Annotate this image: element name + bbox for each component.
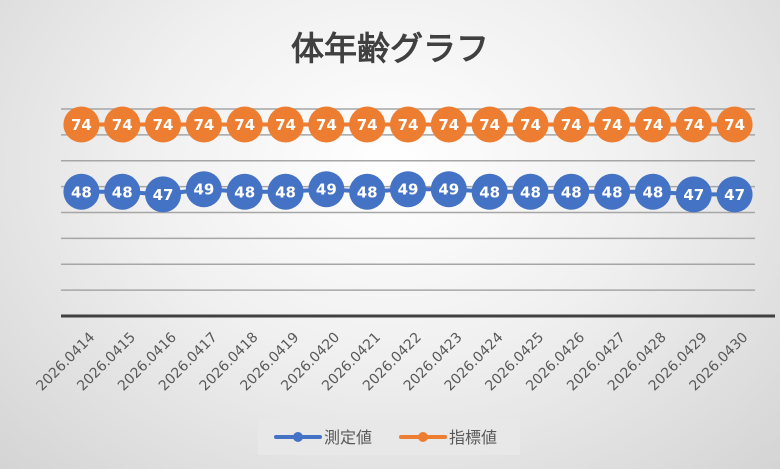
- data-point: [512, 173, 549, 210]
- data-point: [226, 106, 263, 143]
- data-label: 74: [112, 116, 133, 134]
- data-point: [471, 173, 508, 210]
- data-label: 74: [683, 116, 704, 134]
- chart-title: 体年齢グラフ: [291, 29, 489, 68]
- data-point: [349, 173, 386, 210]
- data-label: 74: [153, 116, 174, 134]
- data-label: 47: [683, 186, 704, 204]
- data-point: [63, 106, 100, 143]
- data-point: [349, 106, 386, 143]
- data-label: 74: [479, 116, 500, 134]
- data-point: [185, 171, 222, 208]
- data-label: 48: [234, 183, 255, 201]
- data-label: 74: [193, 116, 214, 134]
- data-point: [226, 173, 263, 210]
- data-label: 74: [316, 116, 337, 134]
- data-point: [185, 106, 222, 143]
- data-label: 74: [438, 116, 459, 134]
- data-label: 74: [71, 116, 92, 134]
- data-label: 48: [275, 183, 296, 201]
- data-label: 74: [357, 116, 378, 134]
- data-label: 48: [71, 183, 92, 201]
- data-point: [390, 171, 426, 208]
- data-label: 74: [724, 116, 745, 134]
- data-label: 74: [520, 116, 541, 134]
- data-label: 74: [561, 116, 582, 134]
- data-point: [553, 106, 590, 143]
- data-label: 49: [438, 181, 459, 199]
- data-label: 48: [643, 183, 664, 201]
- data-point: [716, 106, 753, 143]
- series-measured: 48 48 47 49 48 48 49 48 49 49 48 48 48 48 48 47 47: [63, 171, 753, 213]
- data-point: [594, 106, 631, 143]
- legend-label: 指標値: [449, 428, 497, 447]
- legend-marker: [418, 432, 428, 442]
- data-label: 74: [234, 116, 255, 134]
- data-point: [308, 171, 345, 208]
- data-point: [512, 106, 549, 143]
- data-point: [594, 173, 631, 210]
- data-label: 74: [643, 116, 664, 134]
- data-label: 48: [520, 183, 541, 201]
- data-point: [430, 106, 467, 143]
- data-label: 74: [275, 116, 296, 134]
- data-point: [471, 106, 508, 143]
- legend-marker: [293, 432, 303, 442]
- data-point: [308, 106, 345, 143]
- data-point: [430, 171, 467, 208]
- data-point: [675, 176, 712, 213]
- data-point: [104, 106, 141, 143]
- data-point: [145, 106, 182, 143]
- data-point: [390, 106, 426, 143]
- data-label: 49: [193, 181, 214, 199]
- series-target: 74 74 74 74 74 74 74 74 74 74 74 74 74 74 74 74 74: [63, 106, 753, 143]
- data-point: [716, 176, 753, 213]
- data-point: [267, 173, 304, 210]
- data-label: 48: [112, 183, 133, 201]
- data-point: [634, 173, 671, 210]
- legend: 測定値 指標値: [258, 419, 520, 455]
- data-label: 48: [602, 183, 623, 201]
- data-label: 49: [398, 181, 419, 199]
- data-label: 74: [398, 116, 419, 134]
- data-label: 47: [153, 186, 174, 204]
- data-point: [675, 106, 712, 143]
- data-point: [267, 106, 304, 143]
- data-point: [553, 173, 590, 210]
- data-point: [63, 173, 100, 210]
- data-label: 47: [724, 186, 745, 204]
- data-point: [634, 106, 671, 143]
- data-label: 49: [316, 181, 337, 199]
- data-label: 74: [602, 116, 623, 134]
- data-label: 48: [561, 183, 582, 201]
- data-point: [145, 176, 182, 213]
- legend-label: 測定値: [324, 428, 372, 447]
- data-label: 48: [479, 183, 500, 201]
- data-point: [104, 173, 141, 210]
- data-label: 48: [357, 183, 378, 201]
